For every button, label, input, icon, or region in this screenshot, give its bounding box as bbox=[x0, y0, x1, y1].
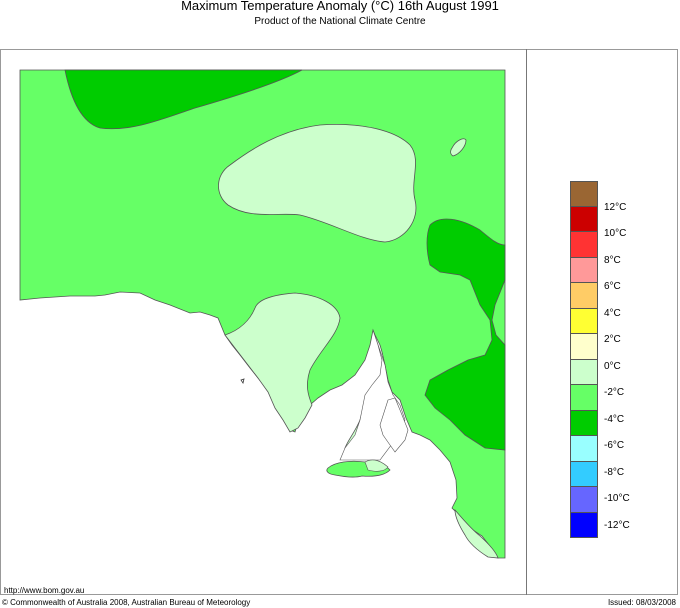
issued-date: Issued: 08/03/2008 bbox=[607, 598, 676, 607]
legend-tick: -4°C bbox=[604, 414, 625, 425]
legend-swatch bbox=[570, 385, 598, 411]
small-island bbox=[240, 378, 245, 384]
anomaly-region-light-small bbox=[450, 138, 467, 157]
legend-swatch bbox=[570, 283, 598, 309]
legend-swatch bbox=[570, 308, 598, 334]
color-legend bbox=[570, 181, 598, 538]
legend-divider bbox=[526, 49, 527, 595]
anomaly-region-light-se bbox=[454, 508, 499, 559]
legend-tick: -12°C bbox=[604, 520, 630, 531]
anomaly-region-dark-nw bbox=[64, 69, 303, 130]
legend-tick: -8°C bbox=[604, 467, 625, 478]
legend-tick: -10°C bbox=[604, 493, 630, 504]
legend-tick: 10°C bbox=[604, 228, 627, 239]
legend-swatch bbox=[570, 257, 598, 283]
legend-tick: -6°C bbox=[604, 440, 625, 451]
legend-tick: 8°C bbox=[604, 255, 621, 266]
legend-tick: 0°C bbox=[604, 361, 621, 372]
legend-swatch bbox=[570, 232, 598, 258]
legend-swatch bbox=[570, 334, 598, 360]
legend-swatch bbox=[570, 359, 598, 385]
gulf-st-vincent bbox=[379, 397, 409, 453]
kangaroo-island-east bbox=[364, 459, 389, 472]
legend-swatch bbox=[570, 410, 598, 436]
source-link[interactable]: http://www.bom.gov.au bbox=[4, 586, 85, 595]
legend-swatch bbox=[570, 181, 598, 207]
legend-swatch bbox=[570, 461, 598, 487]
legend-tick: 6°C bbox=[604, 281, 621, 292]
legend-swatch bbox=[570, 512, 598, 538]
legend-tick: -2°C bbox=[604, 387, 625, 398]
legend-swatch bbox=[570, 487, 598, 513]
anomaly-region-dark-east bbox=[424, 218, 506, 451]
anomaly-map bbox=[19, 69, 506, 559]
anomaly-region-light-eyre bbox=[224, 292, 341, 433]
anomaly-region-light-central bbox=[218, 124, 417, 243]
legend-tick: 12°C bbox=[604, 202, 627, 213]
map-title: Maximum Temperature Anomaly (°C) 16th Au… bbox=[181, 0, 499, 13]
legend-tick: 4°C bbox=[604, 308, 621, 319]
legend-swatch bbox=[570, 206, 598, 232]
map-subtitle: Product of the National Climate Centre bbox=[254, 16, 426, 27]
copyright-notice: © Commonwealth of Australia 2008, Austra… bbox=[2, 598, 251, 607]
legend-swatch bbox=[570, 436, 598, 462]
legend-tick: 2°C bbox=[604, 334, 621, 345]
map-frame bbox=[0, 49, 678, 595]
